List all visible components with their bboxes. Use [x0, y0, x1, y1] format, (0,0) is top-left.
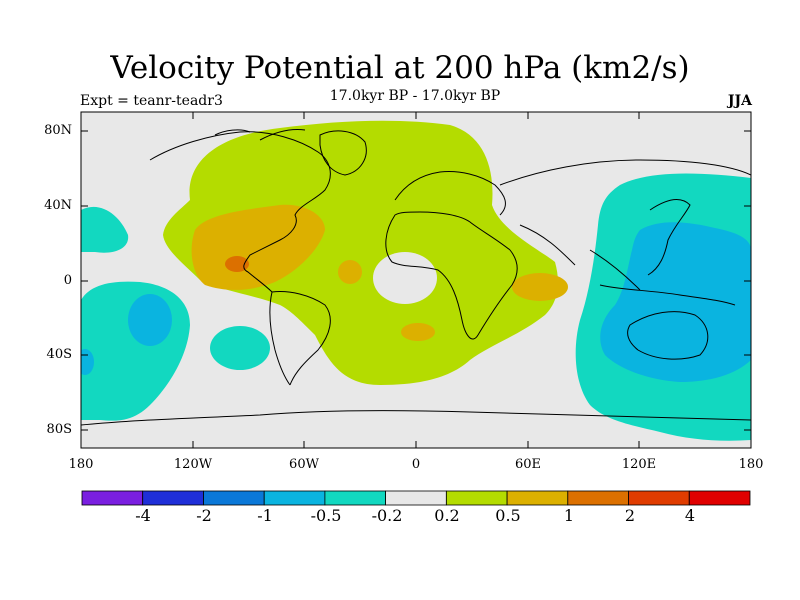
colorbar-swatch: [324, 490, 386, 506]
lon-ticks: [192, 112, 640, 448]
experiment-label: Expt = teanr-teadr3: [80, 93, 223, 109]
colorbar-label: 2: [624, 506, 636, 525]
coastlines: [81, 129, 751, 426]
lon-label-60w: 60W: [289, 457, 319, 472]
colorbar-swatch: [567, 490, 629, 506]
contour-positive-mid-americas: [191, 204, 325, 290]
contour-neutral-hole: [373, 252, 437, 304]
lat-label-0: 0: [63, 273, 72, 288]
lon-label-180e: 180: [738, 457, 764, 472]
lat-label-40s: 40S: [46, 347, 72, 362]
colorbar-label: 0.5: [495, 506, 521, 525]
map-title: Velocity Potential at 200 hPa (km2/s): [110, 50, 690, 86]
lon-label-180w: 180: [68, 457, 94, 472]
lat-label-40n: 40N: [44, 198, 72, 213]
colorbar-swatch: [263, 490, 326, 506]
contour-positive-mid-south-atlantic: [401, 323, 435, 341]
map-subtitle: 17.0kyr BP - 17.0kyr BP: [329, 88, 501, 104]
colorbar-swatch: [142, 490, 204, 506]
contour-negative-mid-edge: [81, 349, 94, 375]
colorbar-label: 4: [684, 506, 696, 525]
colorbar-label: -2: [196, 506, 212, 525]
colorbar-label: 0.2: [434, 506, 460, 525]
contour-negative-mid-indopacific: [600, 222, 751, 382]
colorbar-label: -0.5: [310, 506, 342, 525]
contour-positive-strong: [225, 256, 249, 272]
lon-label-60e: 60E: [514, 457, 542, 472]
lon-label-120e: 120E: [621, 457, 657, 472]
colorbar-label: -0.2: [371, 506, 403, 525]
lat-label-80s: 80S: [46, 422, 72, 437]
colorbar-swatch: [385, 490, 447, 506]
colorbar-swatch: [628, 490, 690, 506]
lon-label-0: 0: [411, 457, 421, 472]
contour-positive-mid-indian: [512, 273, 568, 301]
lon-label-120w: 120W: [173, 457, 213, 472]
lat-ticks: [81, 130, 751, 431]
season-label: JJA: [727, 93, 752, 109]
colorbar-swatch: [506, 490, 569, 506]
colorbar-swatch: [445, 490, 508, 506]
contour-negative-weak-chile: [210, 326, 270, 370]
colorbar-label: 1: [563, 506, 575, 525]
contour-positive-weak: [163, 120, 558, 385]
colorbar-swatch: [203, 490, 265, 506]
colorbar: [81, 490, 751, 506]
colorbar-label: -4: [135, 506, 151, 525]
contour-negative-mid-southpacific: [128, 294, 172, 346]
colorbar-swatch: [688, 490, 751, 506]
contour-negative-weak-northpacific: [81, 206, 129, 253]
colorbar-swatch: [81, 490, 144, 506]
contour-positive-mid-atlantic: [338, 260, 362, 284]
lat-label-80n: 80N: [44, 123, 72, 138]
colorbar-label: -1: [257, 506, 273, 525]
